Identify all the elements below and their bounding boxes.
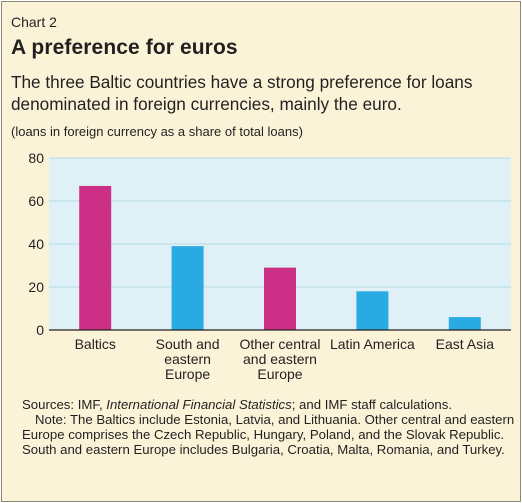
x-category-label-line: Other central xyxy=(240,336,321,352)
chart-subtitle: The three Baltic countries have a strong… xyxy=(11,72,473,114)
bar xyxy=(264,267,296,330)
y-tick-label: 20 xyxy=(28,279,44,295)
x-category-label-line: South and xyxy=(156,336,220,352)
chart-notes: Sources: IMF, International Financial St… xyxy=(22,397,517,457)
chart-title: A preference for euros xyxy=(11,36,238,59)
sources-suffix: ; and IMF staff calculations. xyxy=(291,397,453,412)
sources-publication: International Financial Statistics xyxy=(106,397,292,412)
y-tick-label: 80 xyxy=(28,150,44,166)
x-category-label-line: eastern xyxy=(164,351,211,367)
bar xyxy=(356,291,389,330)
definitions-note: Note: The Baltics include Estonia, Latvi… xyxy=(22,412,515,457)
x-category-label-line: Latin America xyxy=(330,336,415,352)
sources-note: Sources: IMF, International Financial St… xyxy=(22,397,517,412)
x-category-label-line: Baltics xyxy=(75,336,116,352)
bar xyxy=(171,246,204,330)
x-category-label-line: East Asia xyxy=(436,336,495,352)
x-category-label: East Asia xyxy=(436,336,495,352)
x-category-label: South and eastern Europe xyxy=(156,336,220,382)
x-category-label-line: Europe xyxy=(257,366,302,382)
x-category-label: Latin America xyxy=(330,336,415,352)
unit-note: (loans in foreign currency as a share of… xyxy=(11,124,303,139)
bar xyxy=(448,317,481,330)
chart-number: Chart 2 xyxy=(11,14,57,30)
x-category-label: Other central and eastern Europe xyxy=(240,336,321,382)
x-category-label-line: and eastern xyxy=(243,351,317,367)
x-category-label: Baltics xyxy=(75,336,116,352)
y-tick-label: 40 xyxy=(28,236,44,252)
y-tick-label: 0 xyxy=(36,322,44,338)
y-tick-label: 60 xyxy=(28,193,44,209)
bar xyxy=(79,185,112,330)
x-category-label-line: Europe xyxy=(165,366,210,382)
sources-prefix: Sources: IMF, xyxy=(22,397,107,412)
